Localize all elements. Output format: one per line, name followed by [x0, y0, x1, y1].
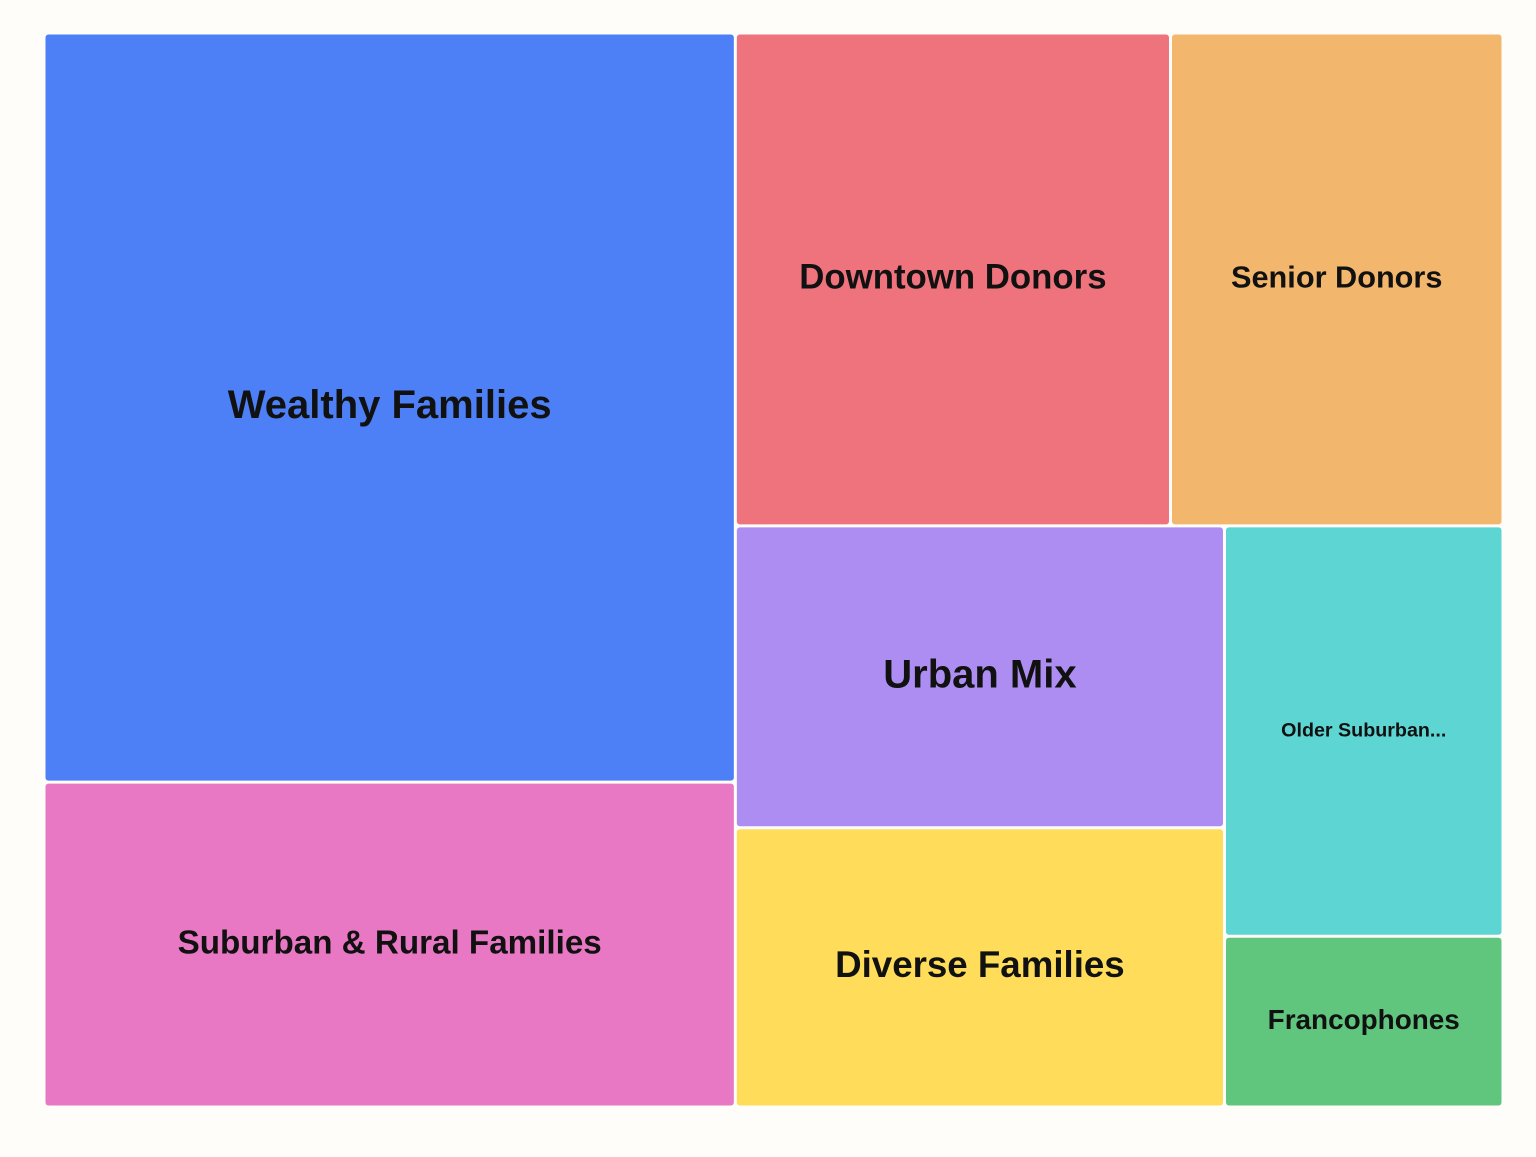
cell-label: Francophones: [1268, 1004, 1460, 1035]
cell-label: Suburban & Rural Families: [178, 924, 602, 961]
treemap-cell: [736, 829, 1223, 1106]
treemap-cell: [45, 783, 734, 1106]
cell-label: Older Suburban...: [1281, 719, 1446, 741]
treemap-cell: [736, 527, 1223, 827]
treemap-cell: [736, 34, 1169, 525]
treemap-cell: [1225, 527, 1502, 935]
cell-label: Urban Mix: [883, 652, 1076, 696]
cell-label: Senior Donors: [1231, 260, 1442, 295]
cell-label: Diverse Families: [835, 944, 1125, 985]
treemap-cell: [1171, 34, 1502, 525]
treemap-cell: [1225, 937, 1502, 1106]
cell-label: Wealthy Families: [228, 383, 552, 427]
cell-label: Downtown Donors: [799, 258, 1106, 297]
treemap-cell: [45, 34, 734, 781]
